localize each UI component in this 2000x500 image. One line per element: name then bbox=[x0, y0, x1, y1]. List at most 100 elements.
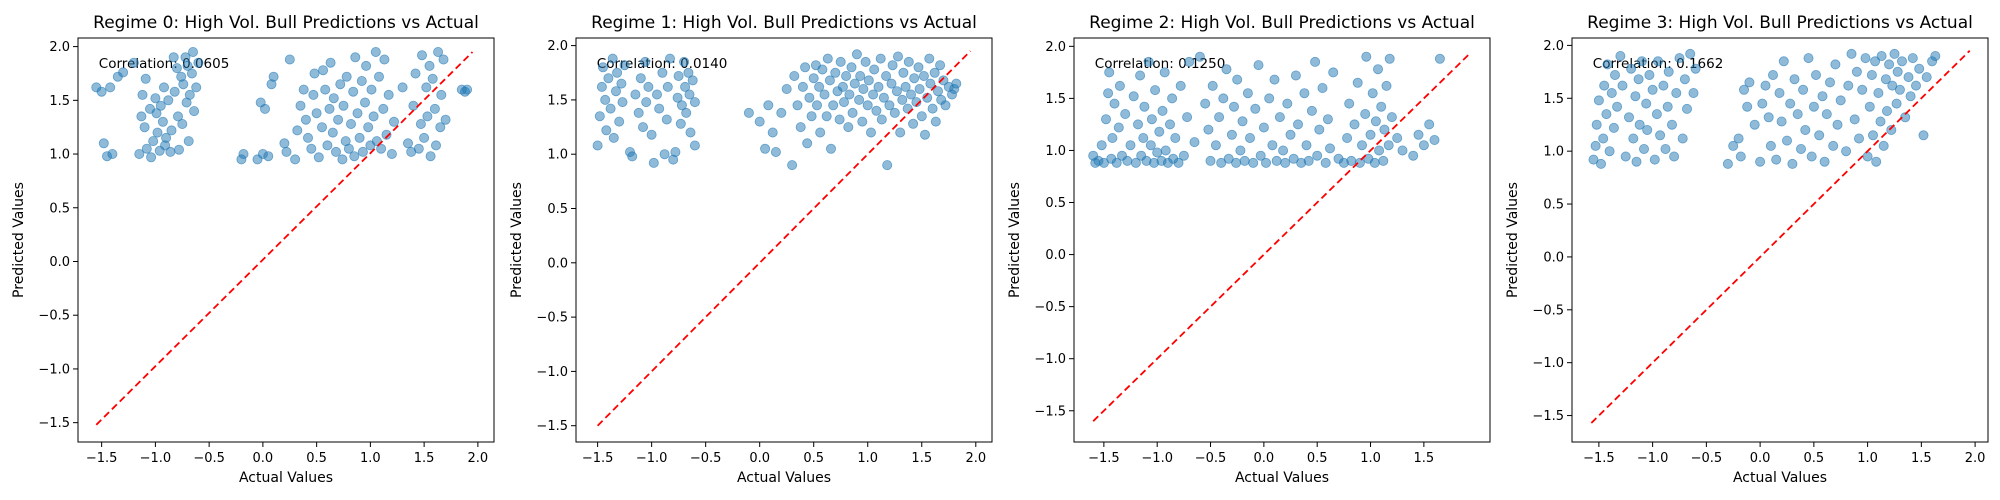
y-tick-label: 0.0 bbox=[1045, 248, 1066, 263]
scatter-point bbox=[1744, 77, 1755, 88]
scatter-point bbox=[1379, 124, 1390, 135]
scatter-point bbox=[462, 84, 473, 95]
scatter-point bbox=[134, 148, 145, 159]
x-tick-label: 2.0 bbox=[1965, 451, 1986, 466]
scatter-point bbox=[933, 86, 944, 97]
scatter-point bbox=[1200, 98, 1211, 109]
scatter-point bbox=[1841, 146, 1852, 157]
scatter-point bbox=[430, 140, 441, 151]
scatter-point bbox=[379, 54, 390, 65]
scatter-point bbox=[1239, 155, 1250, 166]
subplot-regime-3: Regime 3: High Vol. Bull Predictions vs … bbox=[1505, 13, 1989, 486]
scatter-point bbox=[1776, 116, 1787, 127]
scatter-point bbox=[1346, 155, 1357, 166]
y-tick-label: 1.5 bbox=[547, 93, 568, 108]
y-tick-label: 0.0 bbox=[1543, 250, 1564, 265]
scatter-point bbox=[893, 51, 904, 62]
scatter-point bbox=[1615, 51, 1626, 62]
scatter-point bbox=[1765, 140, 1776, 151]
scatter-point bbox=[930, 116, 941, 127]
x-tick-label: −0.5 bbox=[690, 451, 722, 466]
scatter-point bbox=[1814, 130, 1825, 141]
scatter-point bbox=[1413, 129, 1424, 140]
scatter-point bbox=[1830, 59, 1841, 70]
scatter-point bbox=[300, 114, 311, 125]
y-tick-label: 1.5 bbox=[1543, 92, 1564, 107]
scatter-point bbox=[1897, 56, 1908, 67]
scatter-point bbox=[151, 108, 162, 119]
scatter-point bbox=[770, 146, 781, 157]
x-axis-label: Actual Values bbox=[239, 470, 333, 486]
scatter-point bbox=[819, 89, 830, 100]
scatter-point bbox=[1608, 122, 1619, 133]
scatter-point bbox=[378, 103, 389, 114]
scatter-point bbox=[422, 111, 433, 122]
scatter-point bbox=[408, 100, 419, 111]
scatter-point bbox=[1604, 146, 1615, 157]
scatter-point bbox=[1639, 143, 1650, 154]
scatter-point bbox=[345, 119, 356, 130]
y-tick-label: −1.5 bbox=[536, 419, 568, 434]
x-axis-label: Actual Values bbox=[1733, 470, 1827, 486]
scatter-point bbox=[920, 129, 931, 140]
scatter-point bbox=[675, 118, 686, 129]
scatter-point bbox=[1157, 105, 1168, 116]
scatter-point bbox=[438, 54, 449, 65]
scatter-point bbox=[743, 107, 754, 118]
scatter-point bbox=[1226, 129, 1237, 140]
scatter-series bbox=[1088, 51, 1445, 168]
scatter-point bbox=[900, 81, 911, 92]
scatter-point bbox=[361, 60, 372, 71]
scatter-point bbox=[614, 116, 625, 127]
x-tick-label: −1.5 bbox=[1088, 451, 1120, 466]
scatter-point bbox=[429, 103, 440, 114]
scatter-point bbox=[601, 125, 612, 136]
scatter-point bbox=[255, 97, 266, 108]
correlation-annotation: Correlation: 0.0140 bbox=[597, 56, 728, 72]
scatter-point bbox=[1253, 60, 1264, 71]
scatter-point bbox=[1749, 119, 1760, 130]
scatter-point bbox=[1271, 155, 1282, 166]
y-tick-label: −1.0 bbox=[536, 365, 568, 380]
scatter-point bbox=[1325, 143, 1336, 154]
scatter-point bbox=[891, 86, 902, 97]
scatter-point bbox=[388, 116, 399, 127]
scatter-point bbox=[878, 92, 889, 103]
scatter-point bbox=[1868, 130, 1879, 141]
scatter-point bbox=[1892, 66, 1903, 77]
scatter-point bbox=[150, 93, 161, 104]
scatter-point bbox=[402, 138, 413, 149]
scatter-point bbox=[1392, 132, 1403, 143]
scatter-point bbox=[155, 100, 166, 111]
scatter-point bbox=[370, 47, 381, 58]
x-tick-label: 1.0 bbox=[1360, 451, 1381, 466]
scatter-point bbox=[830, 67, 841, 78]
scatter-point bbox=[1133, 119, 1144, 130]
scatter-point bbox=[295, 100, 306, 111]
scatter-point bbox=[169, 86, 180, 97]
y-tick-label: −1.5 bbox=[1034, 404, 1066, 419]
scatter-point bbox=[1667, 119, 1678, 130]
scatter-point bbox=[1598, 133, 1609, 144]
scatter-point bbox=[316, 122, 327, 133]
scatter-point bbox=[611, 86, 622, 97]
scatter-point bbox=[1160, 145, 1171, 156]
scatter-point bbox=[1921, 72, 1932, 83]
scatter-point bbox=[141, 143, 152, 154]
scatter-point bbox=[603, 73, 614, 84]
scatter-point bbox=[598, 62, 609, 73]
scatter-point bbox=[311, 108, 322, 119]
scatter-point bbox=[268, 71, 279, 82]
scatter-series bbox=[592, 49, 962, 171]
scatter-point bbox=[1660, 143, 1671, 154]
scatter-point bbox=[1873, 88, 1884, 99]
scatter-point bbox=[640, 56, 651, 67]
scatter-point bbox=[828, 100, 839, 111]
scatter-point bbox=[1434, 53, 1445, 64]
scatter-point bbox=[843, 122, 854, 133]
scatter-point bbox=[1742, 101, 1753, 112]
scatter-point bbox=[1245, 132, 1256, 143]
scatter-point bbox=[1152, 147, 1163, 158]
scatter-point bbox=[1373, 64, 1384, 75]
scatter-point bbox=[1248, 157, 1259, 168]
